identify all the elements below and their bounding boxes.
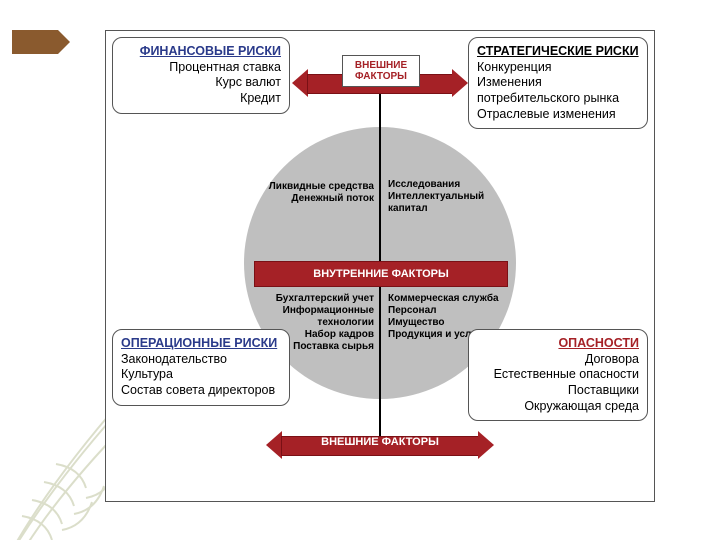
box-dangers: ОПАСНОСТИ Договора Естественные опасност… bbox=[468, 329, 648, 421]
external-bottom-label: ВНЕШНИЕ ФАКТОРЫ bbox=[304, 436, 456, 448]
external-bottom-text: ВНЕШНИЕ ФАКТОРЫ bbox=[321, 436, 439, 448]
box-tl-title: ФИНАНСОВЫЕ РИСКИ bbox=[121, 44, 281, 60]
center-line-top bbox=[379, 83, 381, 261]
box-tr-title: СТРАТЕГИЧЕСКИЕ РИСКИ bbox=[477, 44, 639, 60]
inner-q3-l2: Информационные bbox=[256, 305, 374, 317]
external-top-l1: ВНЕШНИЕ bbox=[355, 60, 407, 71]
inner-q1-l1: Ликвидные средства bbox=[256, 181, 374, 193]
box-bl-l2: Культура bbox=[121, 367, 281, 383]
inner-q2: Исследования Интеллектуальный капитал bbox=[388, 179, 508, 215]
inner-q4-l3: Имущество bbox=[388, 317, 516, 329]
box-tr-l1: Конкуренция bbox=[477, 60, 639, 76]
box-financial-risks: ФИНАНСОВЫЕ РИСКИ Процентная ставка Курс … bbox=[112, 37, 290, 114]
slide: ВНУТРЕННИЕ ФАКТОРЫ Ликвидные средства Де… bbox=[0, 0, 720, 540]
box-tl-l2: Курс валют bbox=[121, 75, 281, 91]
box-br-l4: Окружающая среда bbox=[477, 399, 639, 415]
inner-q1: Ликвидные средства Денежный поток bbox=[256, 181, 374, 205]
box-operational-risks: ОПЕРАЦИОННЫЕ РИСКИ Законодательство Куль… bbox=[112, 329, 290, 406]
slide-ribbon-decor bbox=[12, 30, 58, 54]
inner-q3-l3: технологии bbox=[256, 317, 374, 329]
box-br-l2: Естественные опасности bbox=[477, 367, 639, 383]
box-tl-l1: Процентная ставка bbox=[121, 60, 281, 76]
box-br-title: ОПАСНОСТИ bbox=[477, 336, 639, 352]
inner-q2-l1: Исследования bbox=[388, 179, 508, 191]
external-top-l2: ФАКТОРЫ bbox=[355, 71, 407, 82]
internal-factors-band: ВНУТРЕННИЕ ФАКТОРЫ bbox=[254, 261, 508, 287]
diagram-frame: ВНУТРЕННИЕ ФАКТОРЫ Ликвидные средства Де… bbox=[105, 30, 655, 502]
box-tr-l3: Отраслевые изменения bbox=[477, 107, 639, 123]
inner-q2-l3: капитал bbox=[388, 203, 508, 215]
center-line-bottom bbox=[379, 285, 381, 445]
inner-q4-l1: Коммерческая служба bbox=[388, 293, 516, 305]
inner-q2-l2: Интеллектуальный bbox=[388, 191, 508, 203]
box-tr-l2: Изменения потребительского рынка bbox=[477, 75, 639, 106]
box-br-l3: Поставщики bbox=[477, 383, 639, 399]
box-bl-title: ОПЕРАЦИОННЫЕ РИСКИ bbox=[121, 336, 281, 352]
inner-q4-l2: Персонал bbox=[388, 305, 516, 317]
inner-q1-l2: Денежный поток bbox=[256, 193, 374, 205]
box-bl-l1: Законодательство bbox=[121, 352, 281, 368]
internal-factors-label: ВНУТРЕННИЕ ФАКТОРЫ bbox=[313, 268, 448, 280]
box-tl-l3: Кредит bbox=[121, 91, 281, 107]
box-bl-l3: Состав совета директоров bbox=[121, 383, 281, 399]
external-top-box: ВНЕШНИЕ ФАКТОРЫ bbox=[342, 55, 420, 87]
inner-q3-l1: Бухгалтерский учет bbox=[256, 293, 374, 305]
box-strategic-risks: СТРАТЕГИЧЕСКИЕ РИСКИ Конкуренция Изменен… bbox=[468, 37, 648, 129]
box-br-l1: Договора bbox=[477, 352, 639, 368]
